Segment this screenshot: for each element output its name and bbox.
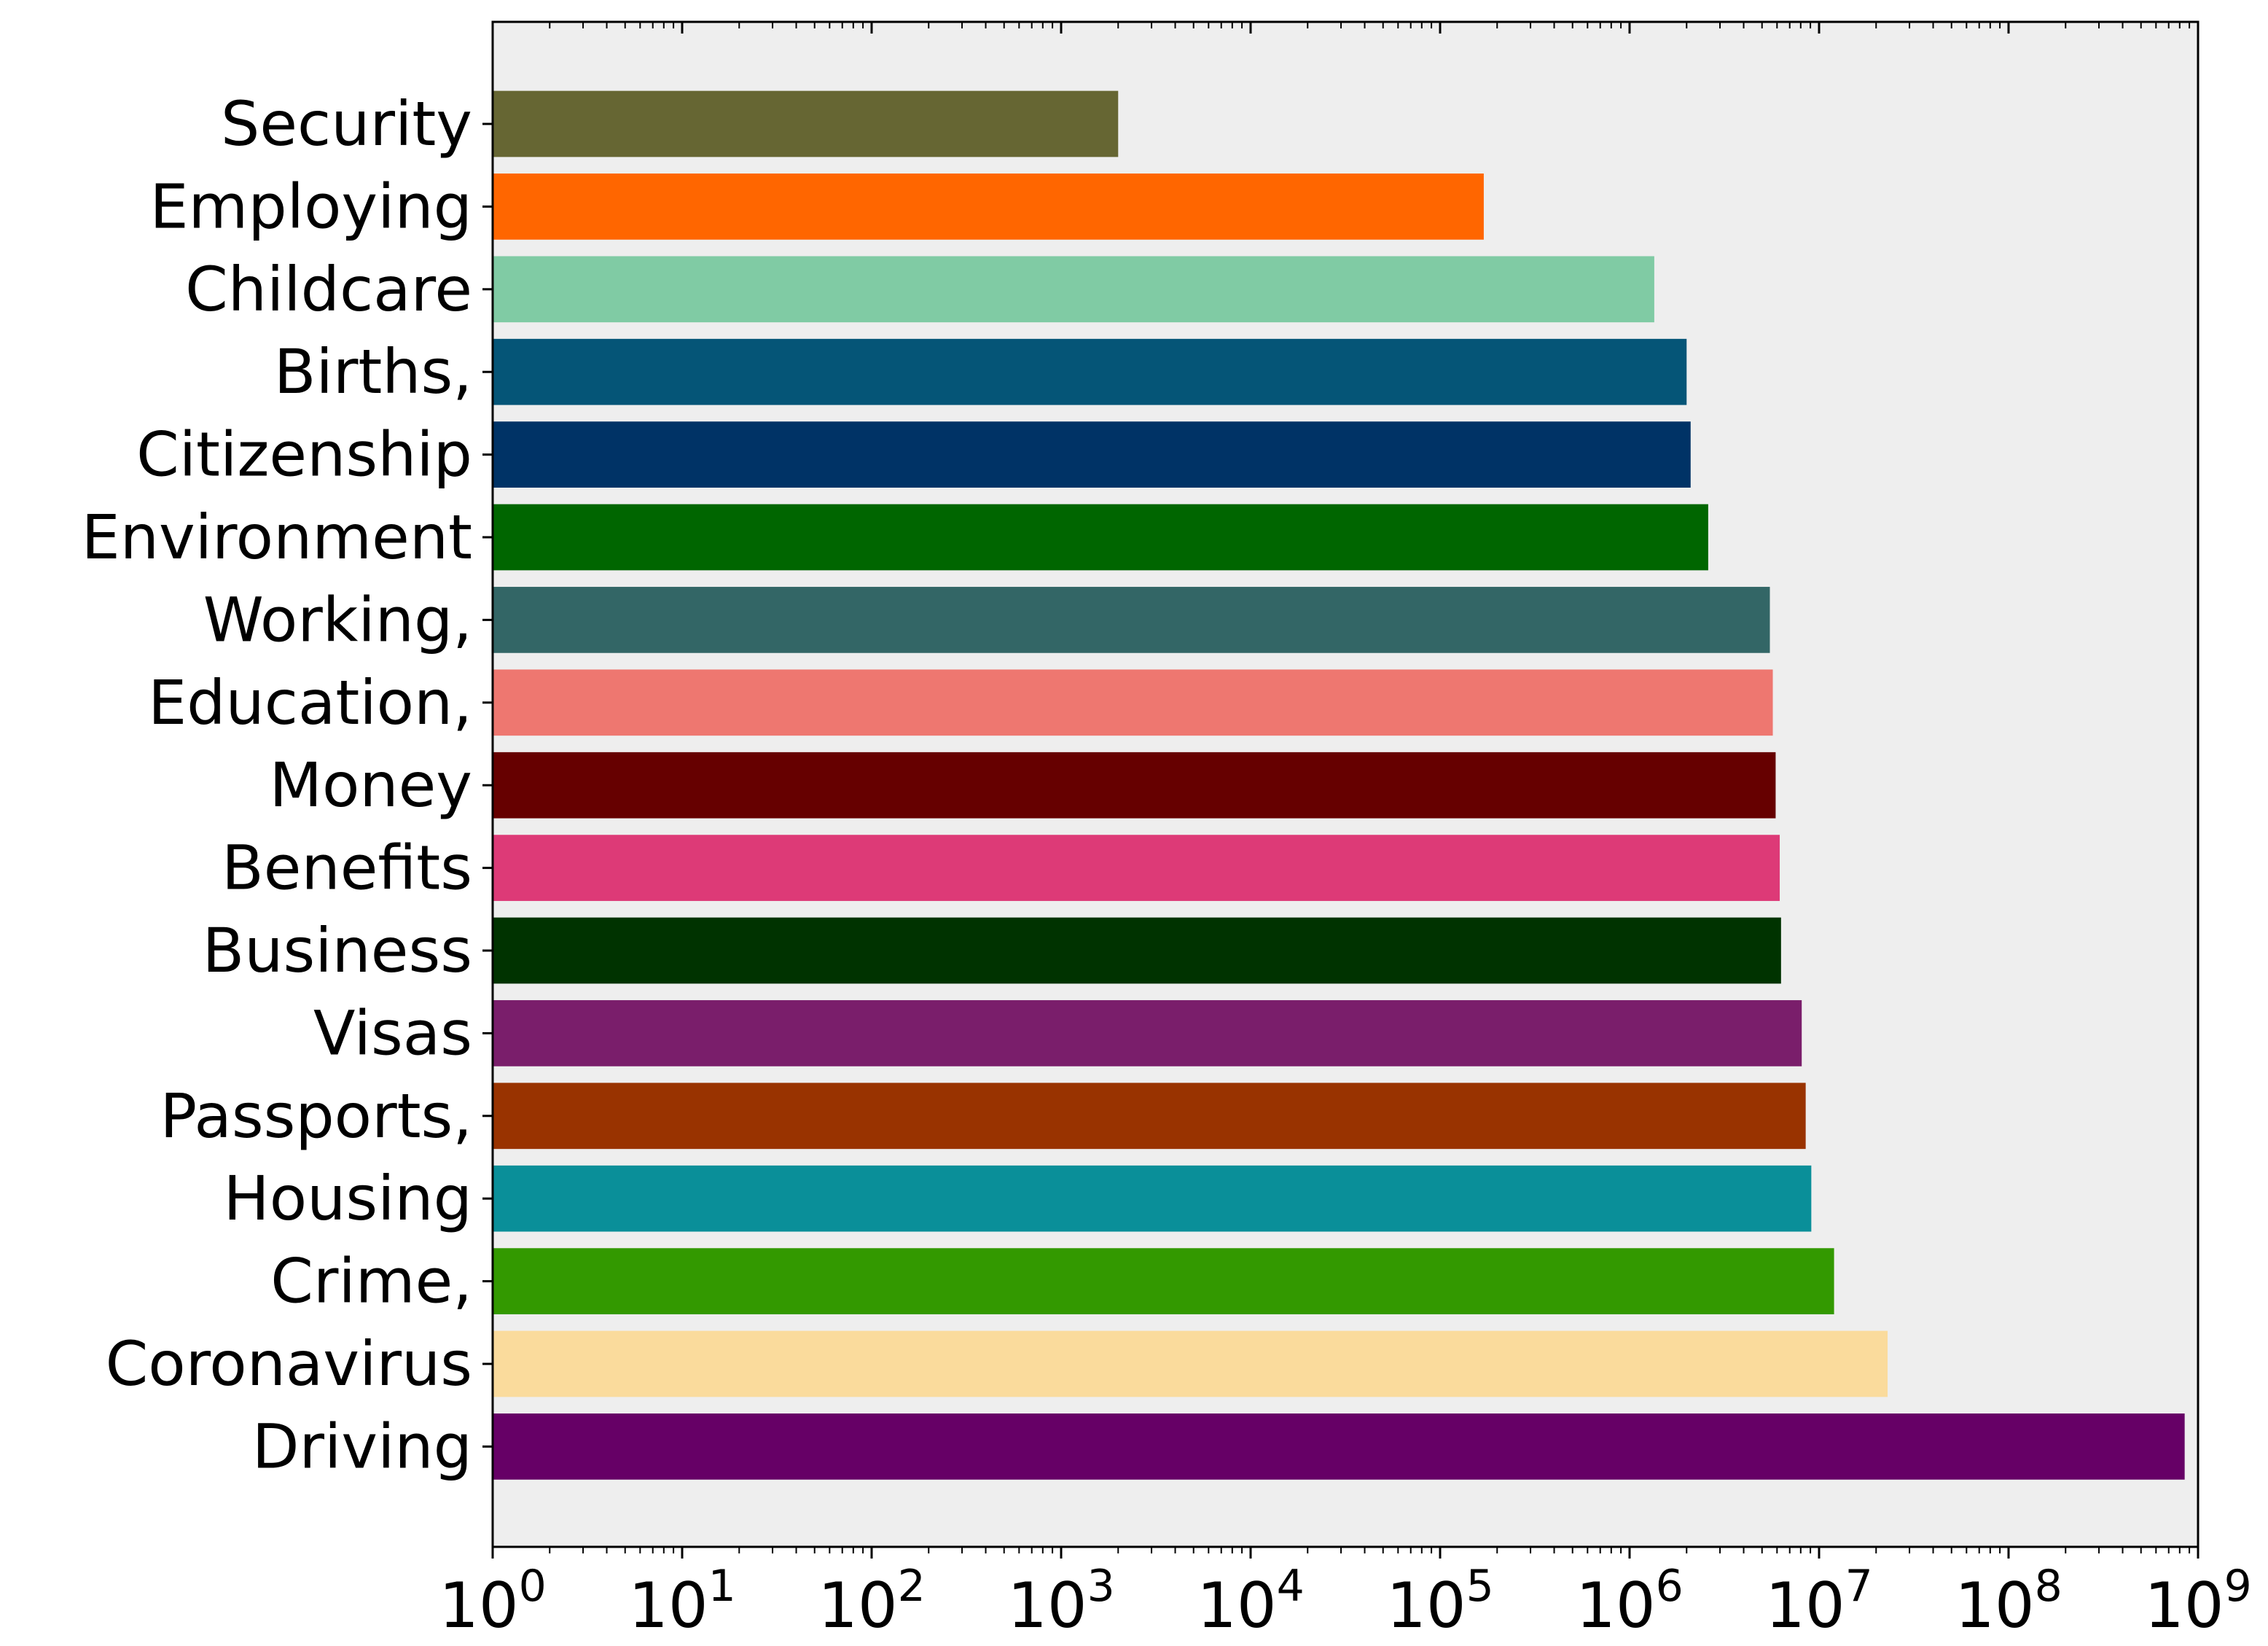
y-tick-label: Childcare bbox=[185, 254, 472, 325]
y-tick-label: Passports, bbox=[160, 1080, 472, 1152]
y-tick-label: Business bbox=[203, 915, 472, 986]
y-tick-label: Benefits bbox=[222, 832, 472, 904]
plot-frame bbox=[491, 20, 2199, 1548]
x-axis-labels: 100 101 102 103 104 105 106 107 108 109 bbox=[439, 1561, 2252, 1642]
y-axis-labels: Security Employing Childcare Births, Citizen… bbox=[82, 88, 472, 1482]
bar-employing bbox=[493, 173, 1484, 240]
bar-coronavirus bbox=[493, 1330, 1888, 1397]
x-tick-label: 105 bbox=[1386, 1561, 1494, 1642]
bar-childcare bbox=[493, 256, 1654, 323]
bar-business bbox=[493, 917, 1781, 984]
y-tick-label: Births, bbox=[274, 336, 472, 407]
y-tick-label: Environment bbox=[82, 502, 472, 573]
bar-money bbox=[493, 752, 1776, 819]
y-tick-label: Coronavirus bbox=[106, 1328, 472, 1400]
bar-visas bbox=[493, 1000, 1802, 1066]
x-tick-label: 101 bbox=[628, 1561, 736, 1642]
x-tick-label: 107 bbox=[1765, 1561, 1873, 1642]
x-tick-label: 108 bbox=[1955, 1561, 2062, 1642]
bar-driving bbox=[493, 1413, 2185, 1480]
bar-education bbox=[493, 669, 1773, 736]
bar-passports bbox=[493, 1083, 1806, 1150]
bar-working bbox=[493, 587, 1770, 653]
bar-crime bbox=[493, 1248, 1834, 1314]
bar-benefits bbox=[493, 835, 1780, 901]
bar-environment bbox=[493, 504, 1708, 571]
bar-citizenship bbox=[493, 421, 1691, 488]
y-tick-label: Driving bbox=[252, 1411, 472, 1482]
x-tick-label: 102 bbox=[818, 1561, 926, 1642]
y-tick-label: Education, bbox=[148, 667, 472, 738]
y-tick-label: Working, bbox=[203, 584, 472, 655]
y-tick-label: Employing bbox=[149, 171, 472, 242]
x-tick-label: 106 bbox=[1576, 1561, 1684, 1642]
bar-births bbox=[493, 338, 1687, 405]
y-tick-label: Housing bbox=[224, 1163, 472, 1234]
y-tick-label: Citizenship bbox=[136, 419, 472, 491]
bar-series bbox=[493, 90, 2185, 1480]
bar-security bbox=[493, 90, 1119, 157]
x-tick-label: 104 bbox=[1197, 1561, 1305, 1642]
x-tick-label: 109 bbox=[2144, 1561, 2252, 1642]
y-tick-label: Crime, bbox=[270, 1246, 472, 1317]
x-tick-label: 103 bbox=[1007, 1561, 1115, 1642]
y-tick-label: Money bbox=[270, 749, 473, 821]
bar-housing bbox=[493, 1165, 1812, 1232]
x-tick-label: 100 bbox=[439, 1561, 547, 1642]
y-tick-label: Security bbox=[221, 88, 472, 160]
y-tick-label: Visas bbox=[313, 997, 472, 1069]
